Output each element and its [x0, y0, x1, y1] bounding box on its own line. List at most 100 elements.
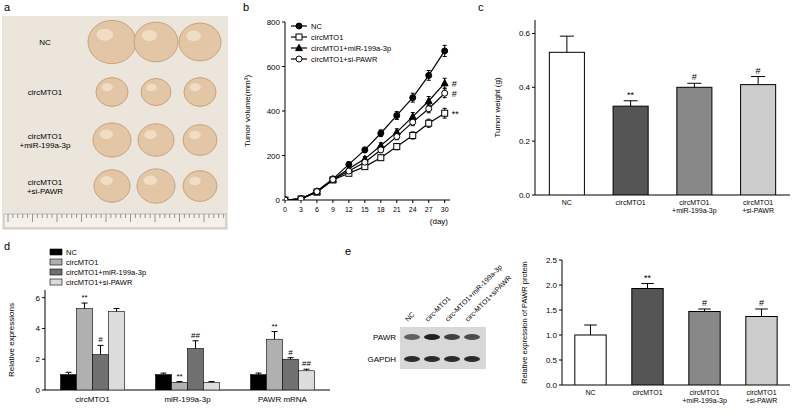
tumor: [138, 124, 174, 156]
y-tick-label: 2: [36, 355, 41, 364]
x-tick: [348, 200, 349, 203]
bar: [204, 382, 220, 390]
panel-label: c: [478, 1, 484, 13]
y-tick: [42, 297, 45, 298]
ruler-tick: [101, 214, 102, 218]
significance: #: [692, 72, 697, 82]
y-axis-title: Tumor volume(mm³): [243, 75, 252, 147]
tumor-highlight: [189, 131, 201, 140]
error-bar: [443, 45, 447, 56]
label-line: circMTO1: [632, 389, 662, 396]
significance: **: [271, 322, 277, 331]
tumor-highlight: [142, 30, 157, 41]
bar: [93, 355, 109, 390]
ruler-tick: [91, 214, 92, 218]
marker: [442, 110, 448, 116]
error-bar: [161, 373, 167, 375]
marker: [285, 196, 288, 200]
significance: **: [452, 109, 460, 119]
legend: NCcircMTO1circMTO1+miR-199a-3pcircMTO1+s…: [291, 22, 391, 64]
marker: [378, 147, 384, 153]
significance: #: [452, 79, 457, 89]
label-line: circMTO1: [28, 132, 63, 141]
y-tick: [559, 360, 562, 361]
y-axis-title: Relative expressions: [7, 303, 16, 377]
x-tick-label: 6: [315, 206, 319, 213]
x-tick: [364, 200, 365, 203]
y-tick: [559, 285, 562, 286]
ruler-tick: [96, 214, 97, 218]
y-axis-line: [45, 290, 46, 390]
y-axis-title: Relative expression of PAWR protein: [520, 261, 529, 384]
y-tick-label: 0.5: [546, 356, 558, 365]
error-bar: [751, 77, 765, 85]
error-bar: [427, 119, 431, 127]
marker: [378, 155, 384, 161]
bar: [741, 85, 776, 195]
marker: [362, 159, 368, 165]
y-tick-label: 0.4: [519, 83, 531, 92]
ruler-tick: [81, 214, 82, 222]
ruler-tick: [140, 214, 141, 218]
ruler-tick: [145, 214, 146, 218]
x-tick: [396, 200, 397, 203]
significance: #: [756, 66, 761, 76]
ruler-tick: [71, 214, 72, 218]
label-line: circMTO1: [743, 199, 773, 206]
marker: [330, 176, 336, 182]
label-line: circMTO1: [616, 199, 646, 206]
y-tick-label: 0: [276, 196, 281, 205]
ruler-tick: [17, 214, 18, 218]
y-tick: [532, 87, 535, 88]
marker: [425, 97, 432, 103]
x-tick-label: 9: [331, 206, 335, 213]
marker: [410, 132, 416, 138]
marker: [314, 189, 320, 195]
label-line: NC: [562, 199, 572, 206]
significance: #: [759, 298, 764, 308]
error-bar: [288, 358, 294, 360]
ruler-tick: [110, 214, 111, 218]
bar: [251, 375, 267, 390]
label-line: +miR-199a-3p: [20, 141, 71, 150]
y-tick-label: 1.0: [546, 331, 558, 340]
x-tick-label: 30: [441, 206, 449, 213]
y-tick-label: 4: [36, 324, 41, 333]
tumor: [96, 78, 128, 107]
significance: #: [702, 298, 707, 308]
category-label: miR-199a-3p: [164, 395, 211, 404]
marker: [410, 95, 416, 101]
ruler-tick: [32, 214, 33, 222]
y-tick: [282, 22, 285, 23]
ruler-tick: [47, 214, 48, 218]
marker: [314, 189, 320, 195]
legend-label: circMTO1+si-PAWR: [66, 278, 133, 287]
marker: [298, 196, 304, 200]
y-axis-title: Tumor weight (g): [493, 77, 502, 138]
error-bar: [395, 111, 399, 119]
ruler-tick: [164, 214, 165, 218]
y-axis: 0.00.51.01.52.02.5Relative expression of…: [520, 256, 562, 390]
band: [444, 356, 460, 362]
x-tick-label: 15: [361, 206, 369, 213]
significance: #: [288, 348, 293, 357]
marker: [378, 130, 384, 136]
significance: ##: [302, 359, 311, 368]
error-bar: [411, 132, 415, 139]
bar: [746, 317, 777, 386]
error-bar: [304, 369, 310, 371]
x-tick-label: 12: [345, 206, 353, 213]
marker: [285, 197, 288, 200]
category-label: circMTO1+miR-199a-3p: [672, 199, 717, 215]
error-bar: [114, 308, 120, 311]
y-tick-label: 600: [267, 63, 281, 72]
marker: [394, 134, 400, 140]
x-tick-label: 24: [409, 206, 417, 213]
tumor: [88, 20, 136, 63]
y-tick-label: 200: [267, 152, 281, 161]
bar: [109, 312, 125, 390]
band: [404, 334, 420, 340]
ruler-tick: [189, 214, 190, 218]
tumor-highlight: [146, 84, 157, 92]
y-tick: [42, 359, 45, 360]
